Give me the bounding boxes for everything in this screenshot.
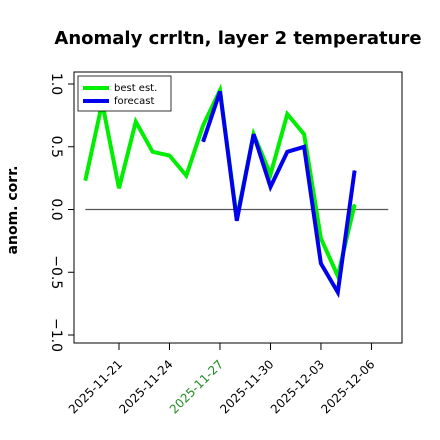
- series-layer: [83, 83, 357, 299]
- data-point: [84, 180, 86, 182]
- y-tick-label: 1.0: [48, 73, 64, 95]
- chart-title: Anomaly crrltn, layer 2 temperature: [54, 28, 421, 49]
- x-tick-label: 2025-12-06: [318, 357, 377, 416]
- legend-label-forecast: forecast: [114, 96, 155, 107]
- data-point: [269, 186, 271, 188]
- y-tick-label: −1.0: [48, 318, 64, 352]
- plot-frame: [73, 71, 403, 344]
- data-point: [202, 124, 204, 126]
- y-tick-label: 0.5: [48, 136, 64, 158]
- data-point: [168, 155, 170, 157]
- data-point: [219, 91, 221, 93]
- data-point: [286, 151, 288, 153]
- data-point: [303, 146, 305, 148]
- series-line-forecast: [201, 90, 357, 299]
- legend: best est. forecast: [77, 75, 172, 112]
- data-point: [320, 262, 322, 264]
- data-point: [320, 237, 322, 239]
- data-point: [118, 187, 120, 189]
- y-axis-label: anom. corr.: [5, 166, 21, 255]
- series-line-best-est: [83, 83, 357, 283]
- data-point: [286, 113, 288, 115]
- data-point: [185, 175, 187, 177]
- legend-box: [77, 75, 172, 112]
- data-point: [152, 151, 154, 153]
- data-point: [202, 141, 204, 143]
- legend-label-best-est: best est.: [114, 83, 157, 94]
- data-point: [253, 133, 255, 135]
- y-tick-label: −0.5: [48, 255, 64, 289]
- data-point: [354, 203, 356, 205]
- data-point: [337, 291, 339, 293]
- data-point: [236, 220, 238, 222]
- data-point: [135, 121, 137, 123]
- data-point: [269, 173, 271, 175]
- data-point: [303, 133, 305, 135]
- data-point: [219, 89, 221, 91]
- y-tick-label: 0.0: [48, 198, 64, 220]
- data-point: [354, 170, 356, 172]
